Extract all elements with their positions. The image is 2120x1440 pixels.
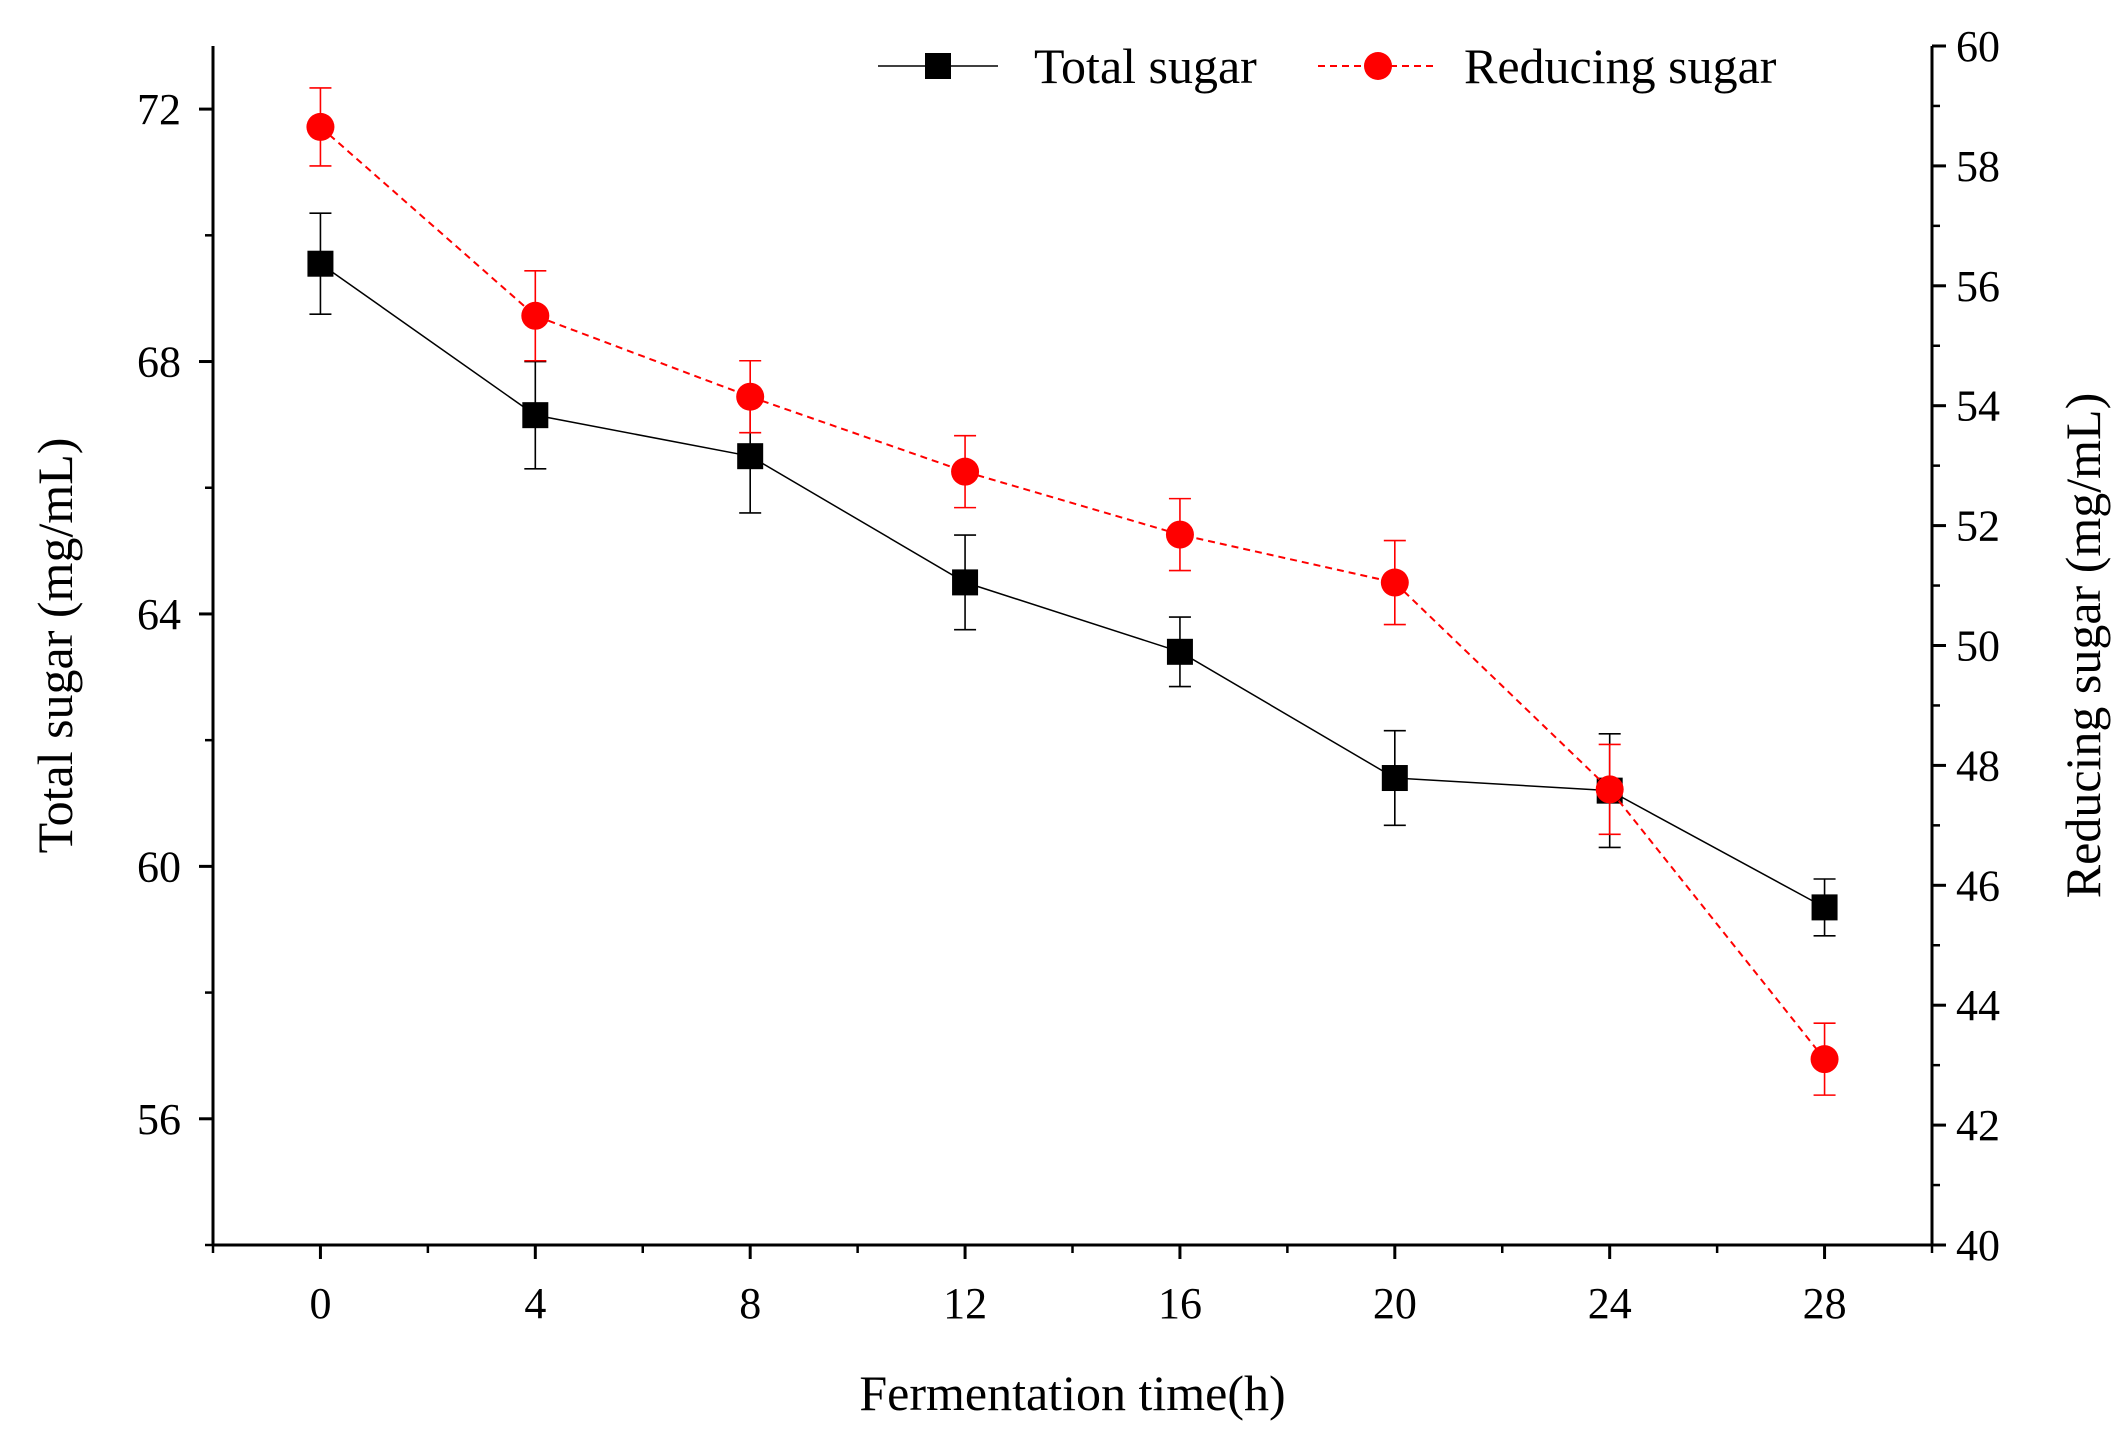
y-right-tick-label: 54: [1956, 382, 2000, 431]
x-tick-label: 0: [309, 1279, 331, 1328]
total-sugar-line: [320, 263, 1825, 909]
legend-marker-total-sugar: [925, 53, 951, 79]
y-right-tick-label: 40: [1956, 1221, 2000, 1270]
y-axis-left-title: Total sugar (mg/mL): [27, 438, 83, 854]
legend-label-reducing-sugar: Reducing sugar: [1464, 38, 1777, 94]
series-reducing-sugar: [306, 87, 1839, 1096]
legend-item-reducing-sugar: Reducing sugar: [1318, 38, 1777, 94]
reducing-sugar-point: [1380, 568, 1409, 597]
reducing-sugar-point: [521, 301, 550, 330]
total-sugar-point: [522, 402, 549, 429]
total-sugar-point: [1811, 894, 1838, 921]
reducing-sugar-point: [951, 457, 980, 486]
reducing-sugar-point: [306, 112, 335, 141]
total-sugar-point: [307, 250, 334, 277]
y-left-tick-label: 60: [137, 842, 181, 891]
x-tick-label: 20: [1373, 1279, 1417, 1328]
total-sugar-point: [1381, 765, 1408, 792]
total-sugar-point: [952, 569, 979, 596]
y-left-tick-label: 64: [137, 590, 181, 639]
legend-marker-reducing-sugar: [1364, 52, 1392, 80]
x-tick-label: 28: [1803, 1279, 1847, 1328]
reducing-sugar-point: [1165, 520, 1194, 549]
reducing-sugar-point: [1810, 1045, 1839, 1074]
x-axis-title: Fermentation time(h): [859, 1365, 1285, 1421]
y-right-tick-label: 48: [1956, 741, 2000, 790]
y-left-tick-label: 68: [137, 338, 181, 387]
total-sugar-point: [1166, 638, 1193, 665]
axes: 0 4 8 12 16 20 24 28566064687240424446485052545…: [27, 22, 2111, 1421]
y-right-tick-label: 58: [1956, 142, 2000, 191]
reducing-sugar-point: [736, 382, 765, 411]
reducing-sugar-point: [1595, 775, 1624, 804]
y-right-tick-label: 50: [1956, 622, 2000, 671]
y-right-tick-label: 46: [1956, 861, 2000, 910]
y-right-tick-label: 42: [1956, 1101, 2000, 1150]
x-tick-label: 8: [739, 1279, 761, 1328]
x-tick-label: 4: [524, 1279, 546, 1328]
y-right-tick-label: 56: [1956, 262, 2000, 311]
legend-label-total-sugar: Total sugar: [1034, 38, 1257, 94]
y-left-tick-label: 56: [137, 1095, 181, 1144]
series-layer: [306, 87, 1839, 1096]
y-right-tick-label: 52: [1956, 502, 2000, 551]
y-right-tick-label: 44: [1956, 981, 2000, 1030]
y-left-tick-label: 72: [137, 85, 181, 134]
total-sugar-point: [737, 443, 764, 470]
legend: Total sugar Reducing sugar: [878, 38, 1777, 94]
y-right-tick-label: 60: [1956, 22, 2000, 71]
x-tick-label: 24: [1588, 1279, 1632, 1328]
x-tick-label: 12: [943, 1279, 987, 1328]
reducing-sugar-line: [319, 126, 1826, 1060]
x-tick-label: 16: [1158, 1279, 1202, 1328]
y-axis-right-title: Reducing sugar (mg/mL): [2055, 393, 2111, 898]
legend-item-total-sugar: Total sugar: [878, 38, 1257, 94]
